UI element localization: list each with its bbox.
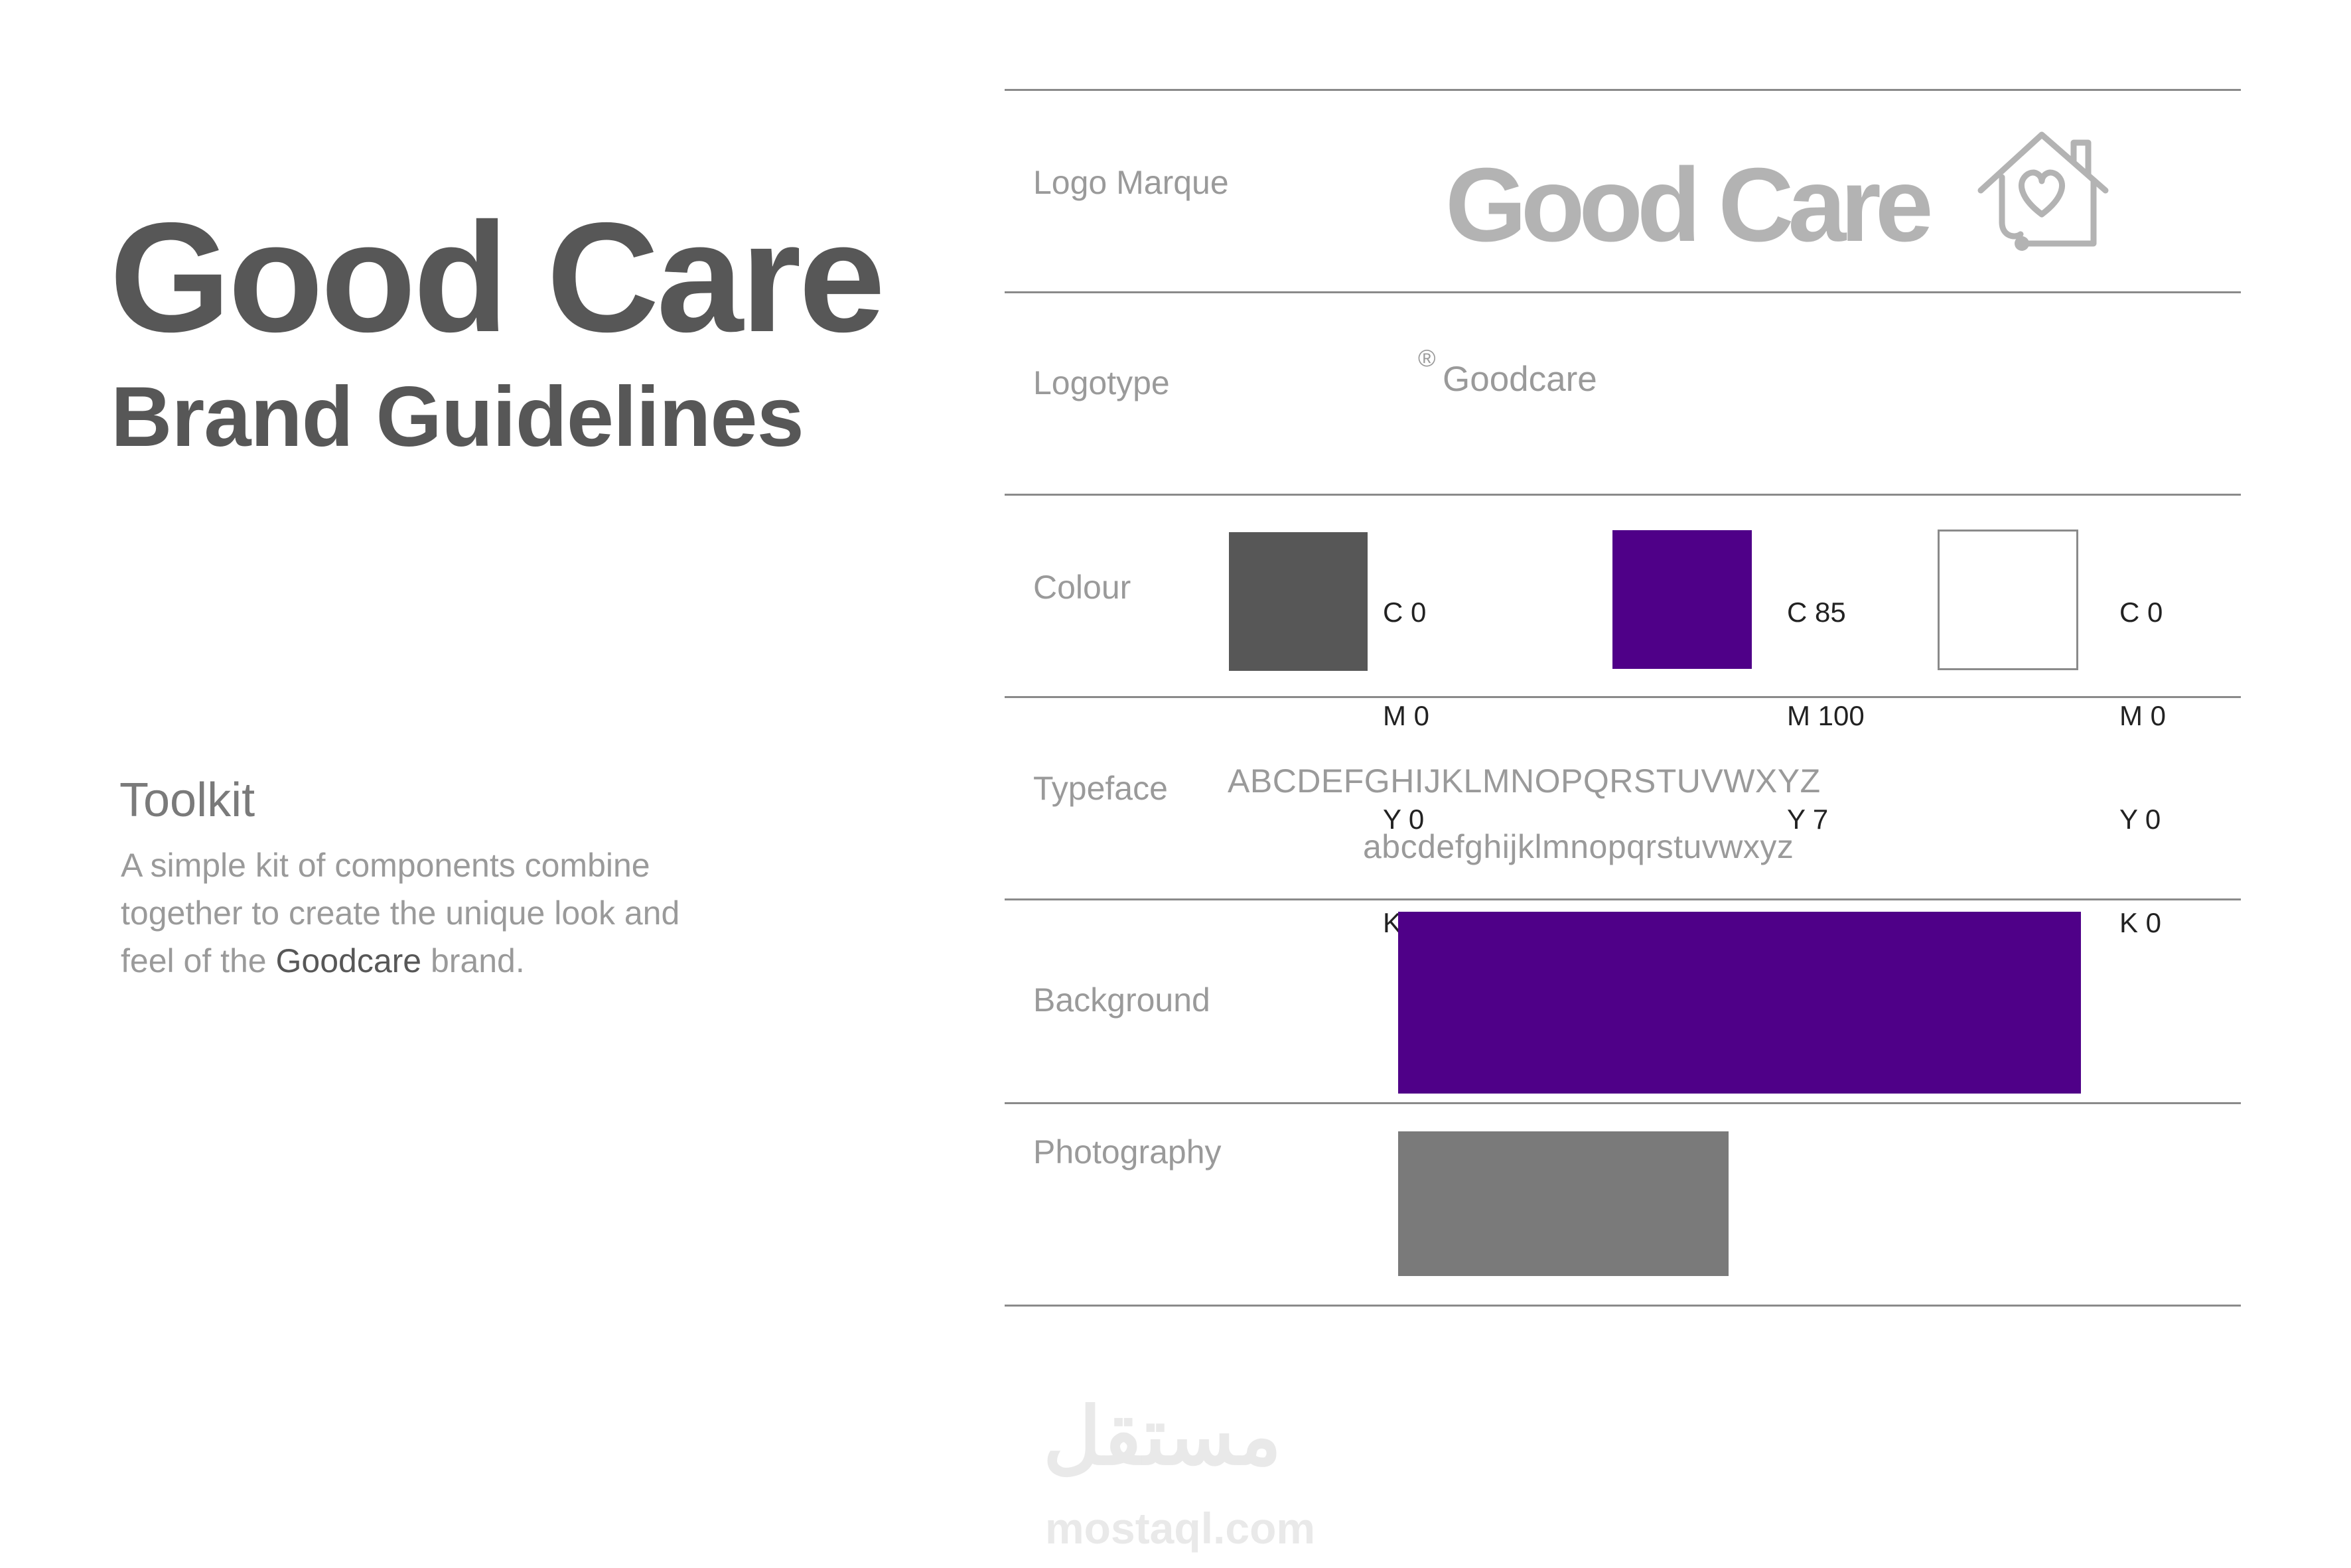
table-rule-1: [1005, 291, 2241, 293]
toolkit-line-2: together to create the unique look and: [121, 894, 680, 932]
page-subtitle: Brand Guidelines: [111, 370, 804, 464]
cmyk-c: C 0: [2119, 597, 2163, 628]
page-title: Good Care: [109, 190, 885, 364]
watermark-latin: mostaql.com: [1045, 1504, 1316, 1553]
cmyk-y: Y 0: [1383, 804, 1425, 835]
row-label-colour: Colour: [1033, 569, 1131, 606]
cmyk-y: Y 7: [1787, 804, 1829, 835]
row-label-background: Background: [1033, 981, 1210, 1019]
photography-placeholder: [1398, 1131, 1729, 1276]
logo-wordmark: Good Care: [1445, 147, 1934, 263]
toolkit-line-3-after: brand.: [421, 942, 525, 979]
toolkit-line-3-before: feel of the: [121, 942, 276, 979]
row-label-logotype: Logotype: [1033, 364, 1170, 401]
table-rule-3: [1005, 696, 2241, 698]
table-rule-5: [1005, 1102, 2241, 1104]
colour-swatch-purple: [1612, 530, 1752, 669]
cmyk-m: M 0: [2119, 700, 2167, 731]
table-rule-top: [1005, 89, 2241, 91]
colour-values-white: C 0 M 0 Y 0 K 0: [2119, 526, 2166, 975]
cmyk-c: C 85: [1787, 597, 1846, 628]
typeface-lowercase: abcdefghijklmnopqrstuvwxyz: [1363, 828, 1794, 865]
toolkit-heading: Toolkit: [119, 774, 255, 827]
table-rule-bottom: [1005, 1305, 2241, 1307]
cmyk-m: M 0: [1383, 700, 1430, 731]
toolkit-line-3: feel of the Goodcare brand.: [121, 937, 851, 985]
table-rule-2: [1005, 494, 2241, 496]
toolkit-description: A simple kit of components combine toget…: [121, 841, 851, 985]
row-label-logo-marque: Logo Marque: [1033, 164, 1229, 201]
row-label-photography: Photography: [1033, 1133, 1222, 1171]
cmyk-m: M 100: [1787, 700, 1865, 731]
cmyk-y: Y 0: [2119, 804, 2161, 835]
colour-swatch-white: [1938, 530, 2078, 670]
cmyk-k: K 0: [2119, 907, 2162, 938]
toolkit-line-1: A simple kit of components combine: [121, 847, 650, 884]
toolkit-brand-name: Goodcare: [275, 942, 422, 979]
background-colour-block: [1398, 912, 2081, 1094]
house-heart-stethoscope-icon: [1977, 131, 2109, 251]
logotype-name: Goodcare: [1443, 360, 1597, 399]
colour-swatch-grey: [1229, 532, 1368, 671]
row-label-typeface: Typeface: [1033, 770, 1168, 807]
colour-values-purple: C 85 M 100 Y 7 K 5: [1787, 526, 1865, 975]
colour-values-grey: C 0 M 0 Y 0 K 60: [1383, 526, 1440, 975]
registered-mark: ®: [1418, 344, 1436, 372]
table-rule-4: [1005, 898, 2241, 900]
typeface-uppercase: ABCDEFGHIJKLMNOPQRSTUVWXYZ: [1228, 762, 1821, 800]
cmyk-c: C 0: [1383, 597, 1427, 628]
watermark-arabic: مستقل: [1043, 1392, 1282, 1481]
